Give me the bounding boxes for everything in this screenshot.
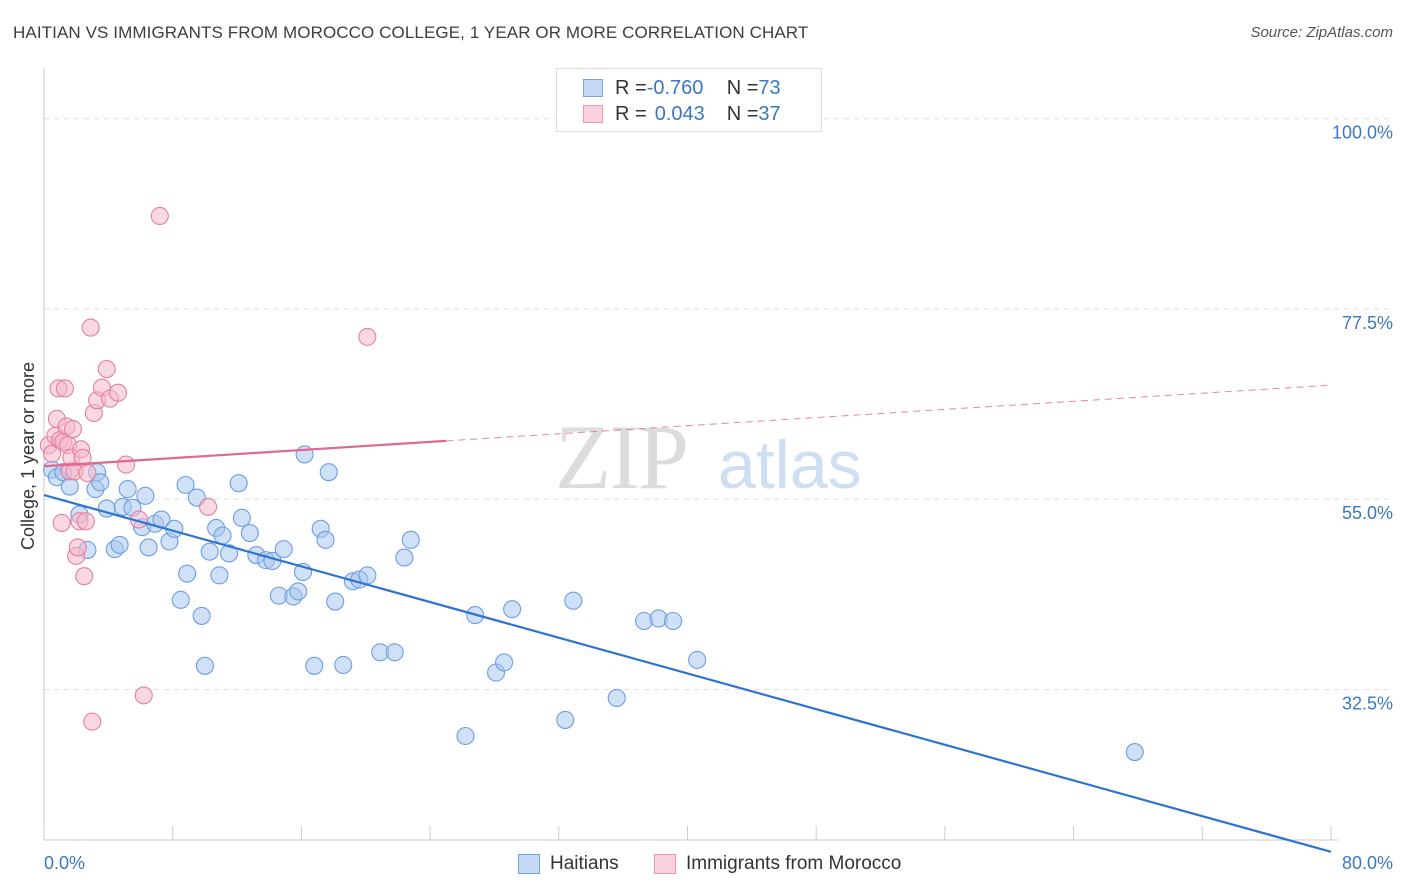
- legend-label-haitians: Haitians: [550, 853, 619, 874]
- haitians-point: [192, 606, 211, 625]
- morocco-point: [63, 420, 83, 439]
- legend-swatch-haitians: [518, 854, 540, 874]
- morocco-point: [52, 513, 71, 532]
- haitians-point: [219, 544, 239, 563]
- haitians-point: [305, 656, 324, 675]
- morocco-point: [199, 497, 218, 516]
- morocco-trend-line-extension: [446, 384, 1332, 442]
- morocco-point: [68, 538, 87, 557]
- stat-r-value: -0.760: [646, 76, 704, 99]
- haitians-point: [358, 566, 377, 585]
- haitians-point: [60, 477, 79, 496]
- morocco-trend-line: [43, 439, 447, 468]
- haitians-trend-line: [43, 493, 1332, 853]
- haitians-point: [110, 535, 129, 554]
- haitians-point: [395, 548, 414, 567]
- stat-n-label: N =: [726, 102, 759, 125]
- haitians-point: [118, 480, 137, 499]
- stat-r-label: R =: [615, 76, 647, 99]
- morocco-point: [150, 206, 169, 226]
- stats-box: R = -0.760 N = 73 R = 0.043 N = 37: [556, 68, 822, 132]
- y-axis-title: College, 1 year or more: [18, 362, 38, 550]
- y-tick-label: 55.0%: [1342, 503, 1393, 523]
- grid-lines: [44, 118, 1393, 690]
- y-tick-label: 77.5%: [1342, 313, 1393, 333]
- x-tick-labels: 0.0% 80.0%: [44, 853, 1393, 873]
- haitians-point: [200, 542, 219, 561]
- haitians-point: [316, 530, 335, 549]
- stat-swatch-haitians: [583, 79, 603, 97]
- haitians-point: [564, 591, 583, 610]
- haitians-point: [495, 653, 514, 672]
- morocco-point: [75, 567, 94, 586]
- haitians-point: [210, 566, 229, 585]
- haitians-point: [289, 582, 308, 601]
- haitians-point: [688, 650, 707, 669]
- morocco-point: [134, 686, 153, 705]
- stat-row-haitians: R = -0.760 N = 73: [583, 75, 781, 101]
- morocco-point: [42, 444, 62, 463]
- morocco-point: [358, 327, 377, 346]
- haitians-point: [229, 474, 248, 493]
- haitians-point: [607, 688, 626, 707]
- y-tick-label: 100.0%: [1332, 123, 1393, 143]
- stat-n-label: N =: [726, 76, 759, 99]
- legend-label-morocco: Immigrants from Morocco: [686, 853, 902, 874]
- source-label: Source: ZipAtlas.com: [1250, 24, 1393, 41]
- haitians-point: [240, 524, 259, 543]
- haitians-point: [176, 475, 195, 494]
- stat-swatch-morocco: [583, 105, 603, 123]
- stat-n-value: 37: [758, 102, 781, 125]
- haitians-point: [195, 656, 214, 675]
- legend-swatch-morocco: [654, 854, 676, 874]
- haitians-point: [91, 473, 110, 492]
- stat-row-morocco: R = 0.043 N = 37: [583, 101, 781, 127]
- x-tick-label: 80.0%: [1342, 853, 1393, 873]
- y-tick-label: 32.5%: [1342, 693, 1393, 713]
- haitians-point: [136, 486, 155, 505]
- morocco-point: [108, 383, 128, 402]
- haitians-point: [274, 540, 293, 559]
- trend-lines: [43, 384, 1332, 853]
- haitians-point: [319, 463, 338, 482]
- haitians-point: [178, 564, 197, 583]
- x-tick-label: 0.0%: [44, 853, 85, 873]
- haitians-point: [171, 590, 190, 609]
- watermark-atlas: atlas: [718, 427, 862, 503]
- chart-title: HAITIAN VS IMMIGRANTS FROM MOROCCO COLLE…: [13, 23, 809, 42]
- x-ticks: [43, 826, 1332, 840]
- watermark-zip: ZIP: [555, 406, 687, 508]
- haitians-point: [456, 726, 475, 746]
- legend-item-haitians[interactable]: Haitians: [518, 852, 619, 876]
- watermark: ZIP atlas: [555, 406, 862, 508]
- haitians-point: [232, 508, 251, 527]
- haitians-point: [326, 592, 345, 611]
- stat-r-label: R =: [615, 102, 647, 125]
- haitians-point: [556, 710, 575, 729]
- stat-r-value: 0.043: [654, 102, 705, 125]
- haitians-point: [503, 600, 522, 619]
- haitians-point: [1125, 743, 1144, 762]
- morocco-point: [81, 318, 100, 337]
- haitians-point: [334, 655, 353, 675]
- haitians-point: [139, 538, 158, 557]
- morocco-point: [116, 455, 136, 474]
- morocco-point: [78, 463, 97, 483]
- morocco-point: [97, 359, 116, 379]
- haitians-point: [663, 611, 683, 631]
- stat-n-value: 73: [758, 76, 781, 99]
- legend-item-morocco[interactable]: Immigrants from Morocco: [654, 852, 901, 876]
- haitians-point: [213, 526, 232, 545]
- haitians-point: [401, 530, 420, 549]
- data-points: [39, 206, 1144, 762]
- morocco-point: [76, 512, 95, 531]
- morocco-point: [55, 379, 74, 398]
- y-tick-labels: 100.0% 77.5% 55.0% 32.5%: [1332, 123, 1393, 714]
- haitians-point: [385, 643, 404, 662]
- morocco-point: [83, 712, 102, 731]
